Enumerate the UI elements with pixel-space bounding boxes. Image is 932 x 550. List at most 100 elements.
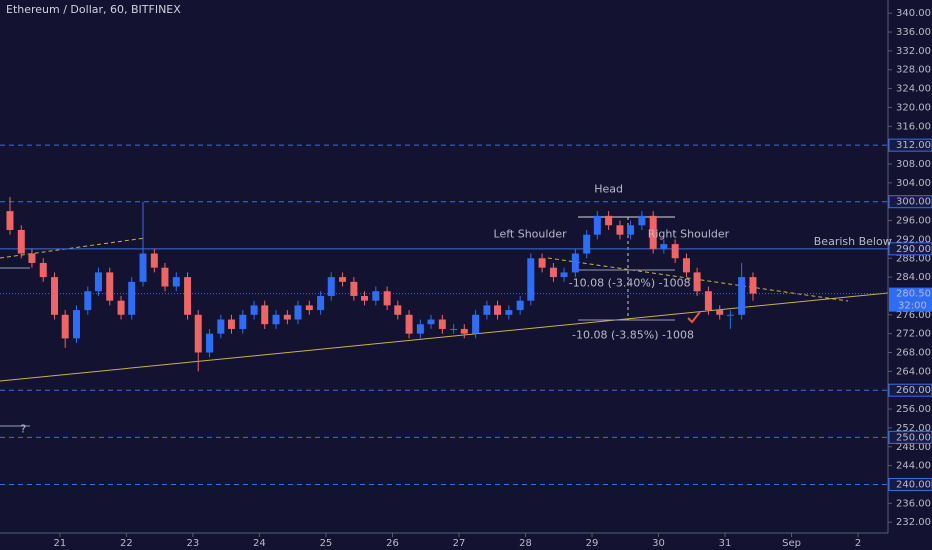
candle-body [716,310,724,315]
candle-body [372,291,380,301]
current-price-box [889,287,932,312]
candle-body [460,328,468,334]
y-tick-label: 252.00 [896,423,931,434]
candle-body [294,305,302,320]
candle-body [28,253,36,263]
x-tick-label: 22 [120,538,133,549]
annotation: ? [20,422,26,435]
level-label: 312.00 [896,140,931,151]
candle-body [261,305,269,325]
y-tick-label: 276.00 [896,310,931,321]
level-label-box [888,477,932,491]
current-price-label: 280.50 [896,289,931,300]
candle-body [106,272,114,301]
candle-body [693,272,701,292]
candle-body [6,211,14,230]
y-tick-label: 288.00 [896,253,931,264]
x-tick-label: 29 [586,538,599,549]
candle-body [438,319,446,329]
candle-body [94,272,102,292]
candle-body [272,314,280,325]
candle-body [704,291,712,311]
candle-body [383,291,391,306]
candle-body [538,258,546,268]
y-tick-label: 304.00 [896,178,931,189]
y-tick-label: 284.00 [896,272,931,283]
trendline [0,237,146,259]
y-tick-label: 232.00 [896,517,931,528]
candle-body [17,229,25,254]
countdown-label: 32:00 [898,301,927,312]
candle-body [593,215,601,235]
level-label: 290.00 [896,244,931,255]
x-tick-label: 21 [53,538,66,549]
candle-body [150,253,158,268]
y-tick-label: 332.00 [896,46,931,57]
candle-body [560,272,568,278]
x-tick-label: 2 [855,538,861,549]
y-tick-label: 320.00 [896,102,931,113]
level-label: 250.00 [896,432,931,443]
candle-body [327,277,335,296]
x-tick-label: 31 [719,538,732,549]
level-label-box [888,430,932,444]
candle-body [405,314,413,334]
level-label-box [888,195,932,209]
candle-body [450,328,458,330]
candle-body [726,314,734,316]
candle-body [483,305,491,315]
candle-body [139,253,147,282]
annotation: -10.08 (-3.85%) -1008 [572,329,694,342]
candle-body [84,291,92,311]
candle-body [527,258,535,301]
annotation: -10.08 (-3.40%) -1008 [569,277,691,290]
candle-body [394,305,402,315]
candle-body [516,300,524,311]
candle-body [61,314,69,339]
candle-body [250,305,258,315]
level-label: 300.00 [896,197,931,208]
x-tick-label: 25 [320,538,333,549]
candle-body [350,281,358,296]
annotation: Left Shoulder [494,228,568,241]
y-tick-label: 272.00 [896,329,931,340]
y-tick-label: 328.00 [896,65,931,76]
candle-body [283,314,291,320]
candle-body [660,244,668,249]
y-tick-label: 340.00 [896,8,931,19]
candle-body [472,314,480,334]
candle-body [339,277,347,282]
annotation: Right Shoulder [648,228,730,241]
candle-body [317,295,325,311]
candle-body [51,277,59,315]
candle-body [227,319,235,329]
candle-body [39,262,47,278]
candle-body [361,295,369,301]
candle-body [206,333,214,353]
level-label: 240.00 [896,479,931,490]
candle-body [72,310,80,339]
x-tick-label: 26 [386,538,399,549]
check-mark [687,311,701,324]
candle-body [605,215,613,226]
candle-body [239,314,247,329]
candle-body [305,305,313,311]
x-tick-label: 24 [253,538,266,549]
candle-body [738,277,746,315]
y-tick-label: 324.00 [896,84,931,95]
annotation: Head [594,182,623,195]
candle-body [505,310,513,315]
candle-body [416,324,424,334]
candle-body [671,244,679,259]
y-tick-label: 236.00 [896,498,931,509]
candle-body [184,277,192,315]
candle-body [217,319,225,334]
candle-body [172,277,180,287]
x-tick-label: 23 [187,538,200,549]
candle-body [549,267,557,278]
candle-body [571,253,579,273]
chart-title: Ethereum / Dollar, 60, BITFINEX [6,3,181,16]
candle-body [194,314,202,353]
level-label-box [888,242,932,256]
